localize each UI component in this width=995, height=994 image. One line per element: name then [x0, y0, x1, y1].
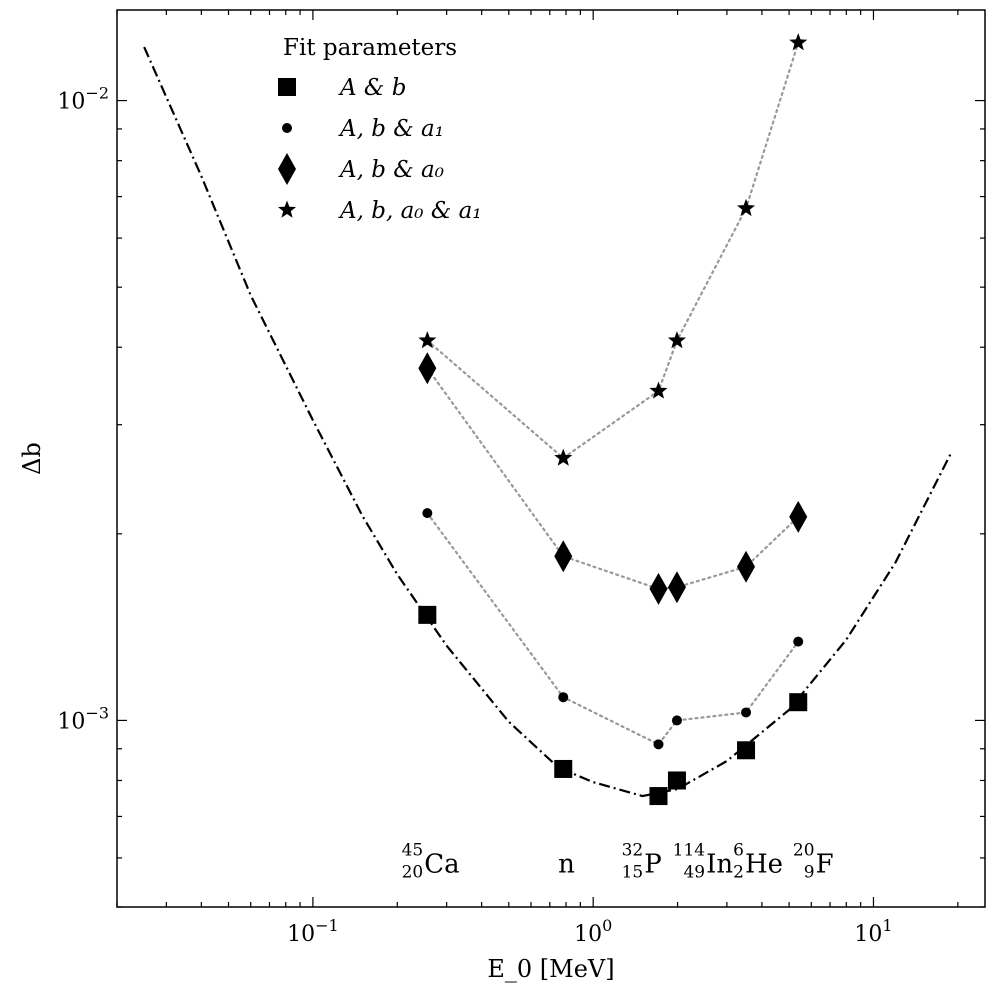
- data-point-circle: [741, 707, 752, 718]
- series-layer: [418, 33, 808, 806]
- isotope-symbol: Ca: [424, 850, 459, 880]
- isotope-symbol: F: [816, 850, 834, 880]
- isotope-symbol: He: [745, 850, 783, 880]
- data-point-circle: [653, 739, 664, 750]
- isotope-atomic-number: 15: [622, 863, 644, 883]
- series-3-dotted-line: [426, 367, 800, 591]
- isotope-symbol: P: [644, 850, 662, 880]
- isotope-mass-number: 20: [793, 841, 815, 861]
- data-point-square: [737, 741, 756, 760]
- data-point-star: [554, 448, 573, 466]
- data-point-circle: [793, 636, 804, 647]
- data-point-square: [649, 787, 668, 806]
- curve-layer: [143, 46, 953, 798]
- isotope-atomic-number: 20: [402, 863, 424, 883]
- isotope-label-n: n: [558, 850, 575, 880]
- data-point-circle: [671, 715, 682, 726]
- data-point-diamond: [554, 540, 573, 573]
- isotope-mass-number: 6: [733, 841, 744, 861]
- legend-label: A, b & a₁: [338, 116, 444, 142]
- data-point-diamond: [649, 572, 668, 605]
- y-axis-label: Δb: [18, 442, 46, 475]
- data-point-square: [418, 605, 437, 624]
- legend-label: A, b, a₀ & a₁: [338, 198, 482, 224]
- x-axis-label: E_0 [MeV]: [487, 955, 614, 983]
- data-point-star: [649, 381, 668, 399]
- legend-marker-square: [278, 78, 296, 96]
- data-point-square: [667, 771, 686, 790]
- x-tick-label: 100: [574, 916, 612, 947]
- isotope-symbol: n: [558, 850, 575, 880]
- data-point-star: [789, 33, 808, 51]
- plot-frame: [116, 9, 986, 908]
- legend-label: A & b: [338, 75, 406, 101]
- data-point-diamond: [418, 352, 437, 385]
- isotope-label-f: 209 F: [793, 841, 834, 883]
- isotope-mass-number: 32: [622, 841, 644, 861]
- series-4-dotted-line: [426, 41, 800, 460]
- isotope-atomic-number: 49: [683, 863, 705, 883]
- series-2: [422, 508, 804, 750]
- legend-marker-star: [277, 200, 297, 218]
- data-point-circle: [558, 692, 569, 703]
- axis-labels: E_0 [MeV] Δb: [18, 442, 615, 983]
- series-4: [418, 33, 808, 466]
- isotope-mass-number: 45: [402, 841, 424, 861]
- legend-marker-circle: [282, 123, 292, 133]
- data-point-circle: [422, 508, 433, 519]
- isotope-atomic-number: 9: [804, 863, 815, 883]
- data-point-star: [667, 331, 686, 349]
- series-2-dotted-line: [426, 511, 800, 746]
- axis-ticks: 10−1 100 101 10−3 10−2: [57, 10, 985, 947]
- legend-title: Fit parameters: [283, 35, 457, 61]
- data-point-diamond: [737, 550, 756, 583]
- y-tick-label: 10−2: [57, 84, 109, 115]
- x-tick-label: 10−1: [287, 916, 339, 947]
- data-point-star: [736, 198, 756, 217]
- isotope-atomic-number: 2: [733, 863, 744, 883]
- data-point-diamond: [667, 571, 686, 604]
- dash-dot-curve: [143, 46, 953, 798]
- legend: Fit parameters A & b A, b & a₁ A, b & a₀ A, …: [277, 35, 482, 224]
- isotope-symbol: In: [706, 850, 733, 880]
- data-point-star: [418, 331, 437, 349]
- legend-label: A, b & a₀: [338, 157, 444, 183]
- data-point-square: [789, 693, 808, 712]
- y-tick-label: 10−3: [57, 703, 109, 734]
- isotope-label-he: 62 He: [733, 841, 783, 883]
- series-1: [418, 605, 808, 806]
- series-3: [418, 352, 808, 605]
- isotope-mass-number: 114: [673, 841, 705, 861]
- x-tick-label: 101: [854, 916, 892, 947]
- data-point-diamond: [789, 500, 808, 533]
- legend-marker-diamond: [278, 153, 296, 185]
- data-point-square: [554, 759, 573, 778]
